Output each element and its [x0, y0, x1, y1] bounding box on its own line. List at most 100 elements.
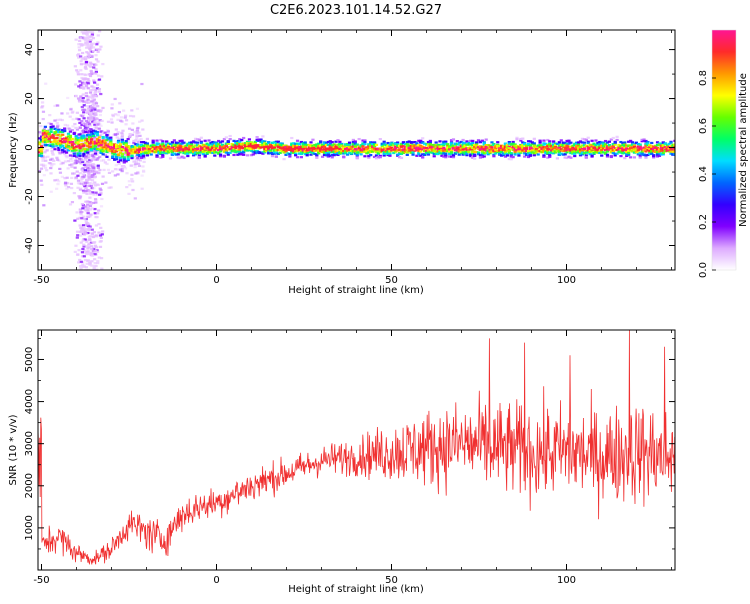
heatmap-cell [311, 148, 315, 151]
heatmap-cell [467, 147, 471, 150]
heatmap-cell [114, 113, 118, 116]
heatmap-cell [401, 151, 406, 155]
heatmap-cell [607, 148, 611, 151]
heatmap-cell [330, 145, 334, 148]
heatmap-cell [80, 228, 84, 232]
heatmap-cell [263, 145, 267, 148]
heatmap-cell [444, 152, 448, 155]
heatmap-cell [89, 62, 94, 66]
heatmap-cell [115, 150, 119, 153]
heatmap-cell [99, 142, 103, 145]
heatmap-cell [490, 141, 494, 144]
heatmap-cell [153, 151, 157, 154]
heatmap-cell [95, 43, 99, 46]
heatmap-cell [77, 85, 81, 88]
heatmap-cell [561, 144, 565, 147]
heatmap-cell [178, 139, 182, 143]
heatmap-cell [513, 150, 517, 153]
heatmap-cell [382, 154, 386, 157]
heatmap-cell [38, 130, 42, 134]
heatmap-cell [99, 159, 103, 162]
heatmap-cell [80, 149, 84, 152]
heatmap-cell [64, 151, 69, 154]
heatmap-cell [93, 253, 97, 256]
heatmap-cell [446, 146, 450, 149]
heatmap-cell [417, 152, 421, 155]
heatmap-cell [438, 149, 442, 152]
heatmap-cell [129, 164, 133, 167]
heatmap-cell [43, 129, 47, 133]
heatmap-cell [397, 149, 402, 152]
snr-series-line [38, 330, 675, 565]
heatmap-cell [503, 151, 508, 154]
heatmap-cell [623, 143, 627, 146]
heatmap-cell [101, 62, 105, 66]
heatmap-cell [97, 209, 101, 212]
heatmap-cell [81, 77, 85, 80]
heatmap-cell [613, 148, 617, 152]
heatmap-cell [60, 112, 64, 115]
heatmap-cell [176, 156, 180, 159]
heatmap-cell [455, 146, 459, 149]
heatmap-cell [131, 115, 136, 118]
heatmap-cell [423, 142, 427, 145]
heatmap-cell [79, 63, 84, 66]
heatmap-cell [93, 145, 98, 148]
heatmap-cell [90, 247, 94, 251]
heatmap-cell [136, 126, 140, 130]
heatmap-cell [193, 153, 198, 156]
heatmap-cell [122, 142, 126, 145]
heatmap-cell [455, 147, 459, 151]
heatmap-cell [340, 144, 344, 147]
heatmap-cell [68, 163, 72, 167]
heatmap-cell [113, 147, 117, 150]
heatmap-cell [419, 144, 423, 147]
heatmap-cell [245, 142, 250, 145]
heatmap-cell [78, 152, 82, 155]
heatmap-cell [90, 157, 94, 160]
heatmap-cell [136, 148, 140, 151]
heatmap-cell [640, 150, 644, 153]
heatmap-cell [176, 153, 180, 156]
heatmap-cell [77, 261, 81, 264]
heatmap-cell [80, 145, 84, 148]
heatmap-cell [86, 171, 91, 174]
heatmap-cell [138, 150, 142, 153]
heatmap-cell [91, 37, 95, 40]
heatmap-cell [120, 138, 124, 141]
heatmap-cell [565, 151, 569, 154]
heatmap-cell [413, 148, 417, 151]
heatmap-cell [140, 150, 144, 154]
heatmap-cell [557, 143, 561, 146]
heatmap-cell [532, 142, 536, 145]
heatmap-cell [523, 155, 527, 158]
heatmap-cell [59, 130, 63, 134]
heatmap-cell [652, 156, 656, 159]
heatmap-cell [90, 232, 94, 235]
heatmap-cell [109, 147, 113, 150]
heatmap-cell [640, 140, 644, 143]
heatmap-cell [501, 152, 506, 155]
heatmap-cell [469, 147, 473, 150]
heatmap-cell [134, 162, 138, 165]
heatmap-cell [126, 155, 130, 158]
heatmap-cell [628, 146, 633, 149]
heatmap-cell [94, 234, 98, 237]
heatmap-cell [100, 182, 105, 185]
heatmap-cell [68, 203, 73, 206]
heatmap-cell [97, 231, 101, 234]
heatmap-cell [257, 150, 261, 154]
heatmap-cell [213, 148, 217, 151]
heatmap-cell [88, 114, 93, 117]
heatmap-cell [86, 52, 90, 55]
heatmap-cell [76, 142, 80, 145]
heatmap-cell [41, 117, 45, 121]
heatmap-cell [87, 73, 91, 76]
heatmap-cell [498, 149, 502, 152]
heatmap-cell [57, 180, 61, 183]
heatmap-cell [51, 134, 55, 137]
heatmap-cell [70, 186, 74, 190]
heatmap-cell [113, 133, 117, 136]
heatmap-cell [80, 203, 85, 206]
heatmap-cell [548, 155, 552, 158]
